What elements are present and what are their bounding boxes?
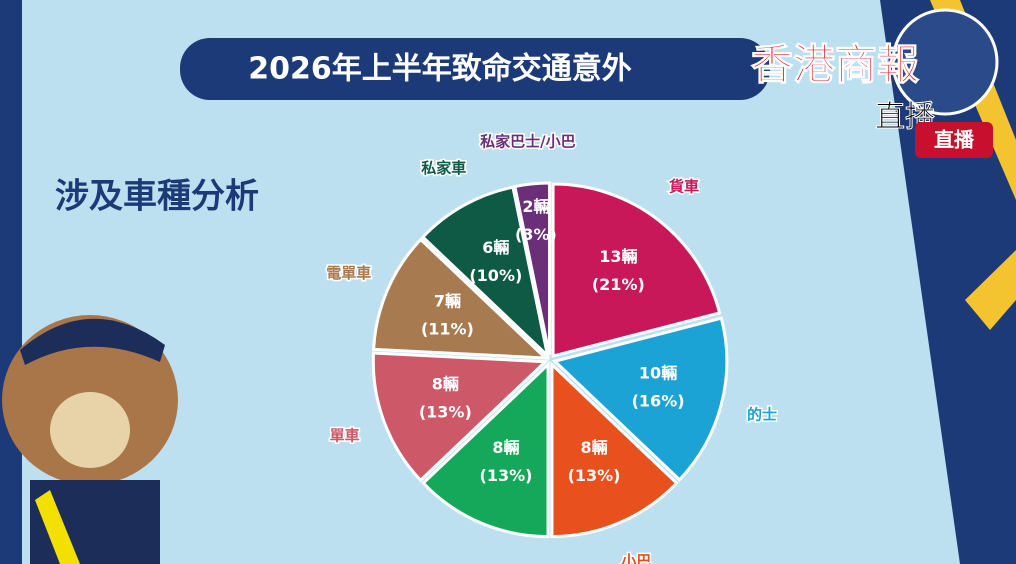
value-label: 8輛 — [580, 438, 607, 457]
percent-label: (13%) — [480, 466, 533, 485]
pie-slice — [513, 181, 551, 356]
pie-slice — [372, 237, 550, 360]
value-label: 13輛 — [599, 247, 637, 266]
percent-label: (16%) — [632, 391, 685, 410]
value-label: 2輛 — [522, 197, 549, 216]
value-label: 8輛 — [492, 438, 519, 457]
percent-label: (3%) — [515, 225, 557, 244]
percent-label: (13%) — [568, 466, 621, 485]
value-label: 6輛 — [482, 238, 509, 257]
live-badge-bg — [915, 122, 993, 158]
percent-label: (21%) — [592, 275, 645, 294]
percent-label: (13%) — [419, 402, 472, 421]
category-label: 私家巴士/小巴 — [479, 133, 575, 151]
chart-title: 2026年上半年致命交通意外 — [248, 52, 632, 87]
pie-slice — [371, 351, 549, 483]
category-label: 貨車 — [669, 177, 699, 195]
live-text: 直播 — [875, 100, 935, 135]
chart-subtitle: 涉及車種分析 — [55, 177, 259, 217]
pie-slice — [551, 182, 722, 358]
value-label: 10輛 — [639, 363, 677, 382]
live-badge: 直播 — [934, 128, 975, 152]
category-label: 單車 — [330, 427, 360, 445]
category-label: 小巴 — [621, 552, 651, 564]
brand-logo: 香港商報 — [751, 40, 919, 89]
right-yellow-2 — [965, 250, 1016, 330]
category-label: 私家車 — [420, 159, 466, 177]
value-label: 7輛 — [434, 291, 461, 310]
left-stripe — [0, 0, 22, 564]
pie-slice — [551, 316, 729, 482]
mascot — [2, 315, 178, 564]
category-label: 電單車 — [326, 264, 371, 282]
pie-slice — [421, 361, 550, 539]
police-badge — [891, 8, 999, 116]
pie-slice — [420, 185, 551, 361]
title-banner — [180, 38, 770, 100]
percent-label: (10%) — [469, 266, 522, 285]
percent-label: (11%) — [421, 319, 474, 338]
category-label: 的士 — [747, 405, 777, 423]
pie-slice — [550, 361, 679, 539]
value-label: 8輛 — [432, 374, 459, 393]
